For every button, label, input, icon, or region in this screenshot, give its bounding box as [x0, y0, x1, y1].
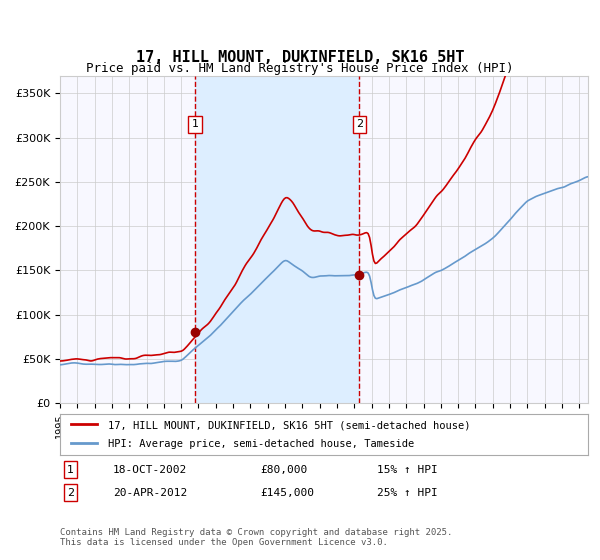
Text: 1: 1	[191, 119, 199, 129]
Text: 15% ↑ HPI: 15% ↑ HPI	[377, 465, 437, 475]
Text: 25% ↑ HPI: 25% ↑ HPI	[377, 488, 437, 498]
Text: 2: 2	[356, 119, 363, 129]
Text: £145,000: £145,000	[260, 488, 314, 498]
Text: 18-OCT-2002: 18-OCT-2002	[113, 465, 187, 475]
Text: 1: 1	[67, 465, 74, 475]
Text: £80,000: £80,000	[260, 465, 308, 475]
Bar	[195, 76, 359, 403]
Text: Price paid vs. HM Land Registry's House Price Index (HPI): Price paid vs. HM Land Registry's House …	[86, 62, 514, 76]
Text: 17, HILL MOUNT, DUKINFIELD, SK16 5HT (semi-detached house): 17, HILL MOUNT, DUKINFIELD, SK16 5HT (se…	[107, 421, 470, 430]
Text: 17, HILL MOUNT, DUKINFIELD, SK16 5HT: 17, HILL MOUNT, DUKINFIELD, SK16 5HT	[136, 50, 464, 64]
Text: 20-APR-2012: 20-APR-2012	[113, 488, 187, 498]
Text: 2: 2	[67, 488, 74, 498]
Text: Contains HM Land Registry data © Crown copyright and database right 2025.
This d: Contains HM Land Registry data © Crown c…	[60, 528, 452, 547]
Text: HPI: Average price, semi-detached house, Tameside: HPI: Average price, semi-detached house,…	[107, 439, 414, 449]
